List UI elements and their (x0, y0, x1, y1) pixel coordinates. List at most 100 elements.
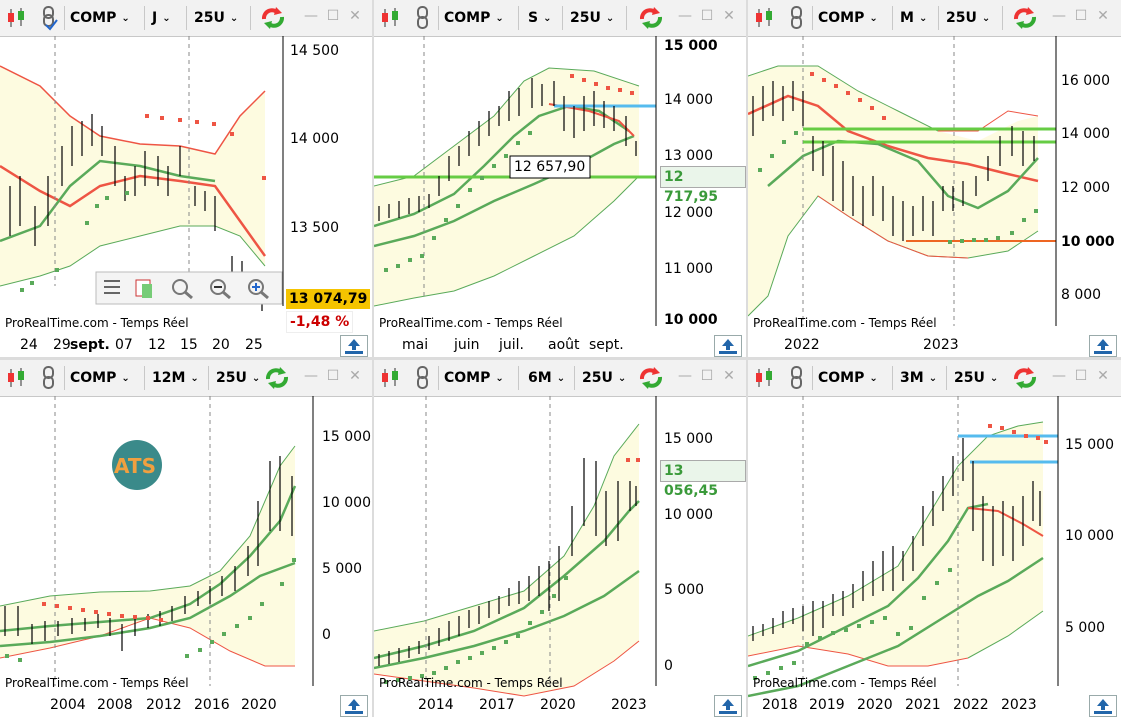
refresh-icon[interactable] (636, 365, 666, 391)
period-selector[interactable]: 3M ⌄ (900, 366, 937, 390)
y-tick: 16 000 (1061, 73, 1110, 89)
watermark: ProRealTime.com - Temps Réel (5, 316, 189, 330)
candlestick-icon[interactable] (754, 6, 776, 30)
unit-selector[interactable]: 25U ⌄ (570, 6, 614, 30)
period-label: S (528, 10, 539, 26)
link-icon[interactable] (38, 5, 60, 31)
price-chart[interactable] (374, 396, 746, 717)
y-tick: 10 000 (1061, 234, 1115, 250)
price-chart[interactable] (374, 36, 746, 357)
close-icon[interactable]: ✕ (723, 368, 735, 384)
x-tick: 2014 (418, 697, 454, 713)
y-tick: 13 500 (290, 220, 339, 236)
price-chart[interactable] (748, 396, 1121, 717)
unit-selector[interactable]: 25U ⌄ (954, 366, 998, 390)
x-tick: 20 (212, 337, 230, 353)
scroll-up-button[interactable] (714, 335, 742, 357)
maximize-icon[interactable]: ☐ (326, 368, 340, 384)
symbol-selector[interactable]: COMP ⌄ (70, 6, 130, 30)
chevron-down-icon: ⌄ (617, 372, 627, 384)
chevron-down-icon: ⌄ (928, 372, 938, 384)
maximize-icon[interactable]: ☐ (700, 8, 714, 24)
unit-selector[interactable]: 25U ⌄ (946, 6, 990, 30)
symbol-selector[interactable]: COMP ⌄ (444, 366, 504, 390)
minimize-icon[interactable]: — (678, 368, 692, 384)
symbol-selector[interactable]: COMP ⌄ (818, 6, 878, 30)
minimize-icon[interactable]: — (678, 8, 692, 24)
watermark: ProRealTime.com - Temps Réel (5, 676, 189, 690)
zoom-out-icon[interactable] (210, 279, 231, 300)
x-tick: sept. (589, 337, 624, 353)
y-tick: 0 (322, 627, 331, 643)
refresh-icon[interactable] (636, 5, 666, 31)
candlestick-icon[interactable] (6, 6, 28, 30)
unit-selector[interactable]: 25U ⌄ (582, 366, 626, 390)
panel-toolbar: COMP ⌄ J ⌄ 25U ⌄ — ☐ ✕ (0, 0, 372, 37)
x-tick: 2019 (809, 697, 845, 713)
link-icon[interactable] (412, 5, 434, 31)
refresh-icon[interactable] (262, 365, 292, 391)
link-icon[interactable] (412, 365, 434, 391)
chevron-down-icon: ⌄ (229, 12, 239, 24)
symbol-label: COMP (70, 370, 117, 386)
close-icon[interactable]: ✕ (1097, 8, 1109, 24)
candlestick-icon[interactable] (380, 6, 402, 30)
period-selector[interactable]: S ⌄ (528, 6, 551, 30)
close-icon[interactable]: ✕ (349, 368, 361, 384)
unit-selector[interactable]: 25U ⌄ (216, 366, 260, 390)
scroll-up-button[interactable] (1089, 335, 1117, 357)
chevron-down-icon: ⌄ (251, 372, 261, 384)
scroll-up-button[interactable] (340, 335, 368, 357)
minimize-icon[interactable]: — (1052, 368, 1066, 384)
hand-icon[interactable] (135, 279, 152, 298)
period-selector[interactable]: 12M ⌄ (152, 366, 199, 390)
chevron-down-icon: ⌄ (162, 12, 171, 24)
symbol-selector[interactable]: COMP ⌄ (444, 6, 504, 30)
period-selector[interactable]: J ⌄ (152, 6, 171, 30)
x-tick: 2008 (97, 697, 133, 713)
price-chart[interactable] (0, 36, 372, 357)
scroll-up-button[interactable] (1089, 695, 1117, 717)
candlestick-icon[interactable] (6, 366, 28, 390)
last-price-label: 13 056,45 (660, 460, 746, 499)
zoom-in-icon[interactable] (248, 279, 269, 300)
zoom-fit-icon[interactable] (172, 279, 193, 300)
refresh-icon[interactable] (1010, 365, 1040, 391)
chevron-down-icon: ⌄ (556, 372, 566, 384)
menu-icon[interactable] (104, 280, 120, 294)
candlestick-icon[interactable] (754, 366, 776, 390)
refresh-icon[interactable] (1010, 5, 1040, 31)
scroll-up-button[interactable] (340, 695, 368, 717)
candlestick-icon[interactable] (380, 366, 402, 390)
close-icon[interactable]: ✕ (723, 8, 735, 24)
panel-toolbar: COMP ⌄ 6M ⌄ 25U ⌄ — ☐ ✕ (374, 360, 746, 397)
symbol-selector[interactable]: COMP ⌄ (818, 366, 878, 390)
chart-panel-4: COMP ⌄ 12M ⌄ 25U ⌄ — ☐ ✕ (0, 360, 372, 717)
chevron-down-icon: ⌄ (495, 372, 504, 384)
x-tick: 2020 (241, 697, 277, 713)
link-icon[interactable] (786, 5, 808, 31)
maximize-icon[interactable]: ☐ (326, 8, 340, 24)
minimize-icon[interactable]: — (304, 8, 318, 24)
unit-selector[interactable]: 25U ⌄ (194, 6, 238, 30)
minimize-icon[interactable]: — (1052, 8, 1066, 24)
period-selector[interactable]: 6M ⌄ (528, 366, 565, 390)
minimize-icon[interactable]: — (304, 368, 318, 384)
close-icon[interactable]: ✕ (349, 8, 361, 24)
symbol-selector[interactable]: COMP ⌄ (70, 366, 130, 390)
scroll-up-button[interactable] (714, 695, 742, 717)
close-icon[interactable]: ✕ (1097, 368, 1109, 384)
maximize-icon[interactable]: ☐ (1074, 368, 1088, 384)
x-tick: 15 (180, 337, 198, 353)
price-chart[interactable] (748, 36, 1121, 357)
symbol-label: COMP (818, 10, 865, 26)
price-chart[interactable] (0, 396, 372, 717)
y-tick: 10 000 (322, 495, 371, 511)
watermark: ProRealTime.com - Temps Réel (753, 676, 937, 690)
link-icon[interactable] (38, 365, 60, 391)
link-icon[interactable] (786, 365, 808, 391)
period-selector[interactable]: M ⌄ (900, 6, 927, 30)
maximize-icon[interactable]: ☐ (1074, 8, 1088, 24)
refresh-icon[interactable] (258, 5, 288, 31)
maximize-icon[interactable]: ☐ (700, 368, 714, 384)
